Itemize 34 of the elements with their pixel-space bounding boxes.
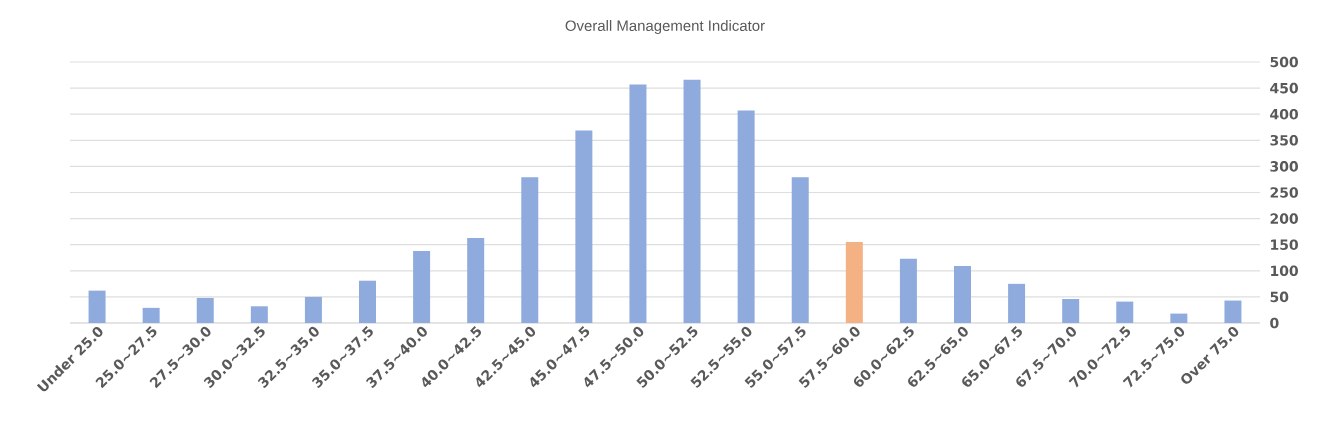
- y-tick-label: 50: [1270, 291, 1289, 303]
- y-tick-label: 200: [1270, 213, 1298, 224]
- bar: [629, 84, 647, 323]
- chart-title: Overall Management Indicator: [565, 20, 765, 34]
- y-tick-label: 350: [1270, 135, 1298, 146]
- y-tick-label: 0: [1270, 317, 1279, 329]
- bar: [1116, 301, 1134, 323]
- bar: [359, 280, 377, 323]
- bar: [1170, 313, 1188, 323]
- bar: [845, 242, 863, 323]
- bar: [899, 258, 917, 323]
- bar: [304, 296, 322, 323]
- y-tick-label: 400: [1270, 108, 1298, 120]
- bar: [683, 79, 701, 323]
- y-tick-label: 250: [1270, 187, 1298, 198]
- bar: [737, 110, 755, 323]
- bar: [413, 250, 431, 323]
- bar: [88, 290, 106, 323]
- y-tick-label: 450: [1270, 82, 1298, 94]
- bar: [1062, 298, 1080, 323]
- bar: [954, 266, 971, 323]
- bar: [196, 297, 214, 323]
- bar: [791, 177, 809, 323]
- bar: [1008, 283, 1026, 323]
- bar: [467, 237, 485, 323]
- bar: [1224, 300, 1242, 323]
- bar: [575, 130, 593, 323]
- y-tick-label: 150: [1271, 239, 1298, 250]
- y-tick-label: 100: [1271, 265, 1298, 277]
- bar: [250, 306, 268, 323]
- bar: [521, 177, 539, 323]
- y-tick-label: 500: [1270, 56, 1298, 68]
- bar: [142, 307, 160, 323]
- y-tick-label: 300: [1270, 161, 1298, 172]
